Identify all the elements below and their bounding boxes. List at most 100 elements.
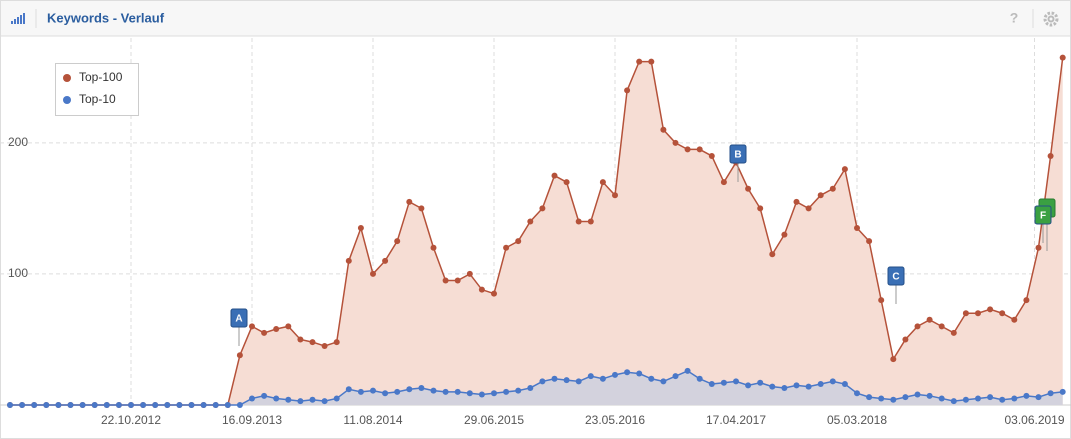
point — [91, 402, 98, 408]
point — [321, 343, 328, 350]
point — [539, 378, 546, 385]
point — [128, 402, 134, 408]
point — [261, 329, 268, 336]
point — [370, 387, 376, 394]
point — [975, 395, 981, 402]
point — [720, 179, 727, 186]
point — [854, 390, 860, 397]
point — [805, 383, 812, 390]
point — [962, 396, 969, 403]
point — [672, 373, 679, 380]
point — [817, 192, 824, 199]
point — [249, 323, 255, 330]
point — [273, 325, 280, 332]
point — [902, 336, 909, 343]
point — [503, 388, 510, 395]
flag — [230, 308, 248, 328]
point — [1047, 390, 1054, 397]
point — [805, 205, 812, 212]
point — [829, 185, 836, 192]
flag-label: C — [892, 272, 899, 283]
point — [188, 402, 195, 408]
point — [503, 244, 510, 251]
help-icon[interactable]: ? — [1010, 10, 1019, 26]
point — [950, 329, 957, 336]
x-tick-label: 17.04.2017 — [706, 413, 766, 427]
signal-icon — [11, 13, 25, 24]
point — [176, 402, 183, 408]
point — [793, 198, 800, 205]
point — [55, 402, 62, 408]
point — [636, 370, 643, 377]
x-tick-label: 22.10.2012 — [101, 413, 161, 427]
point — [466, 390, 473, 397]
point — [19, 402, 26, 408]
legend-label: Top-100 — [79, 70, 123, 84]
point — [454, 388, 461, 395]
point — [454, 277, 461, 284]
line — [10, 370, 1063, 406]
header-title: Keywords - Verlauf — [47, 10, 165, 25]
point — [406, 198, 413, 205]
point — [757, 379, 764, 386]
point — [551, 172, 558, 179]
point — [926, 316, 933, 323]
point — [333, 395, 340, 402]
point — [297, 336, 304, 343]
point — [370, 270, 376, 277]
point — [212, 402, 219, 408]
point — [781, 384, 788, 391]
point — [587, 373, 594, 380]
point — [249, 395, 255, 402]
point — [745, 382, 752, 389]
point — [841, 381, 848, 388]
point — [841, 166, 848, 173]
x-tick-label: 11.08.2014 — [343, 413, 402, 427]
point — [527, 384, 534, 391]
point — [902, 394, 909, 401]
point — [938, 395, 945, 402]
point — [7, 402, 13, 408]
y-tick-label: 200 — [8, 135, 28, 149]
point — [442, 388, 449, 395]
point — [793, 382, 800, 389]
point — [357, 388, 364, 395]
point — [236, 402, 243, 408]
y-tick-label: 100 — [8, 266, 28, 280]
point — [975, 310, 981, 317]
point — [333, 339, 340, 346]
point — [430, 387, 437, 394]
flag-label: F — [1040, 211, 1046, 222]
point — [309, 339, 316, 346]
point — [1047, 152, 1054, 159]
point — [527, 218, 534, 225]
point — [890, 396, 897, 403]
point — [599, 375, 606, 382]
point — [236, 352, 243, 359]
point — [418, 384, 425, 391]
point — [309, 396, 316, 403]
point — [624, 87, 631, 94]
point — [79, 402, 86, 408]
point — [624, 369, 631, 376]
point — [890, 356, 897, 363]
point — [817, 381, 824, 388]
point — [273, 395, 280, 402]
point — [345, 386, 352, 393]
settings-icon[interactable] — [1043, 11, 1059, 27]
point — [491, 290, 497, 297]
point — [1059, 388, 1066, 395]
point — [866, 238, 873, 245]
point — [733, 378, 739, 385]
point — [829, 378, 836, 385]
point — [696, 375, 703, 382]
point — [382, 390, 389, 397]
point — [745, 185, 752, 192]
point — [261, 392, 268, 399]
point — [708, 152, 715, 159]
point — [551, 375, 558, 382]
point — [152, 402, 159, 408]
point — [321, 398, 328, 405]
point — [575, 378, 582, 385]
